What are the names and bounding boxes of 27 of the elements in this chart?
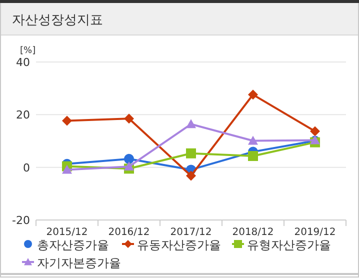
y-axis-title: [%]	[20, 46, 36, 56]
legend-label: 유동자산증가율	[137, 238, 221, 252]
point	[186, 119, 196, 128]
y-tick-label: 0	[23, 161, 30, 174]
legend-label: 유형자산증가율	[247, 238, 331, 252]
y-tick-label: 40	[16, 56, 30, 69]
x-tick-label: 2015/12	[46, 227, 88, 238]
point	[62, 116, 72, 126]
y-tick-label: 20	[16, 108, 30, 122]
point	[124, 114, 134, 124]
point	[186, 170, 196, 181]
point	[124, 154, 134, 164]
point	[248, 90, 258, 100]
point	[248, 136, 258, 145]
legend-label: 자기자본증가율	[37, 256, 121, 270]
legend-label: 총자산증가율	[37, 238, 109, 252]
point	[186, 148, 196, 158]
point	[124, 162, 134, 171]
x-tick-label: 2018/12	[232, 227, 274, 238]
point	[248, 151, 258, 162]
x-tick-label: 2017/12	[170, 227, 212, 238]
point	[310, 126, 320, 136]
y-tick-label: -20	[12, 214, 30, 227]
x-tick-label: 2019/12	[294, 227, 336, 238]
point	[62, 164, 72, 174]
x-tick-label: 2016/12	[108, 227, 150, 238]
chart-title: 자산성장성지표	[12, 13, 103, 28]
